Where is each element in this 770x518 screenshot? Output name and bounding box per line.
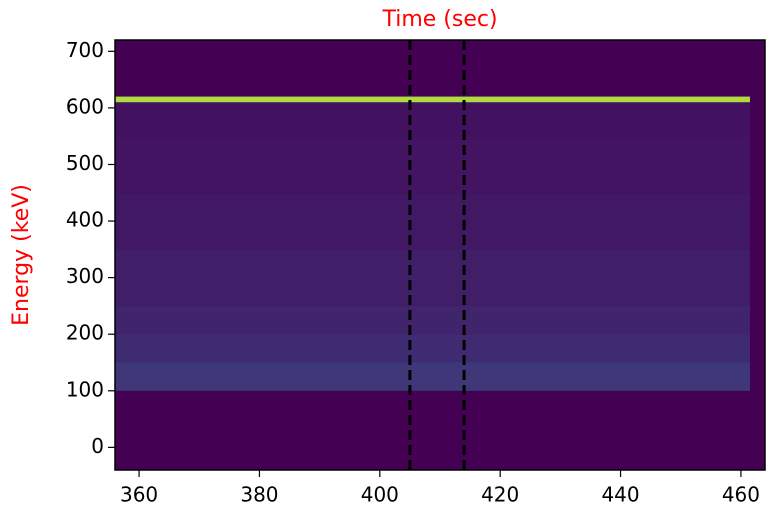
x-tick-label: 440 [601,483,639,507]
x-tick-label: 380 [240,483,278,507]
chart-title: Time (sec) [381,7,497,32]
y-tick-label: 0 [91,434,104,458]
y-axis-label: Energy (keV) [9,184,34,326]
x-tick-label: 360 [120,483,158,507]
y-tick-label: 300 [66,264,104,288]
y-tick-label: 100 [66,377,104,401]
plot-frame [114,39,766,471]
heatmap-cell [115,334,750,363]
heatmap-cell [115,136,750,193]
heatmap-cell [115,192,750,250]
heatmap-cell [115,102,750,137]
x-tick-label: 420 [481,483,519,507]
y-tick-label: 400 [66,208,104,232]
y-tick-label: 700 [66,38,104,62]
x-tick-label: 400 [361,483,399,507]
heatmap-cell [115,249,750,306]
y-tick-label: 200 [66,321,104,345]
heatmap-cell [115,362,750,391]
y-tick-label: 600 [66,94,104,118]
y-tick-label: 500 [66,151,104,175]
x-tick-label: 460 [722,483,760,507]
heatmap-cell [115,96,750,103]
heatmap-cell [115,305,750,335]
